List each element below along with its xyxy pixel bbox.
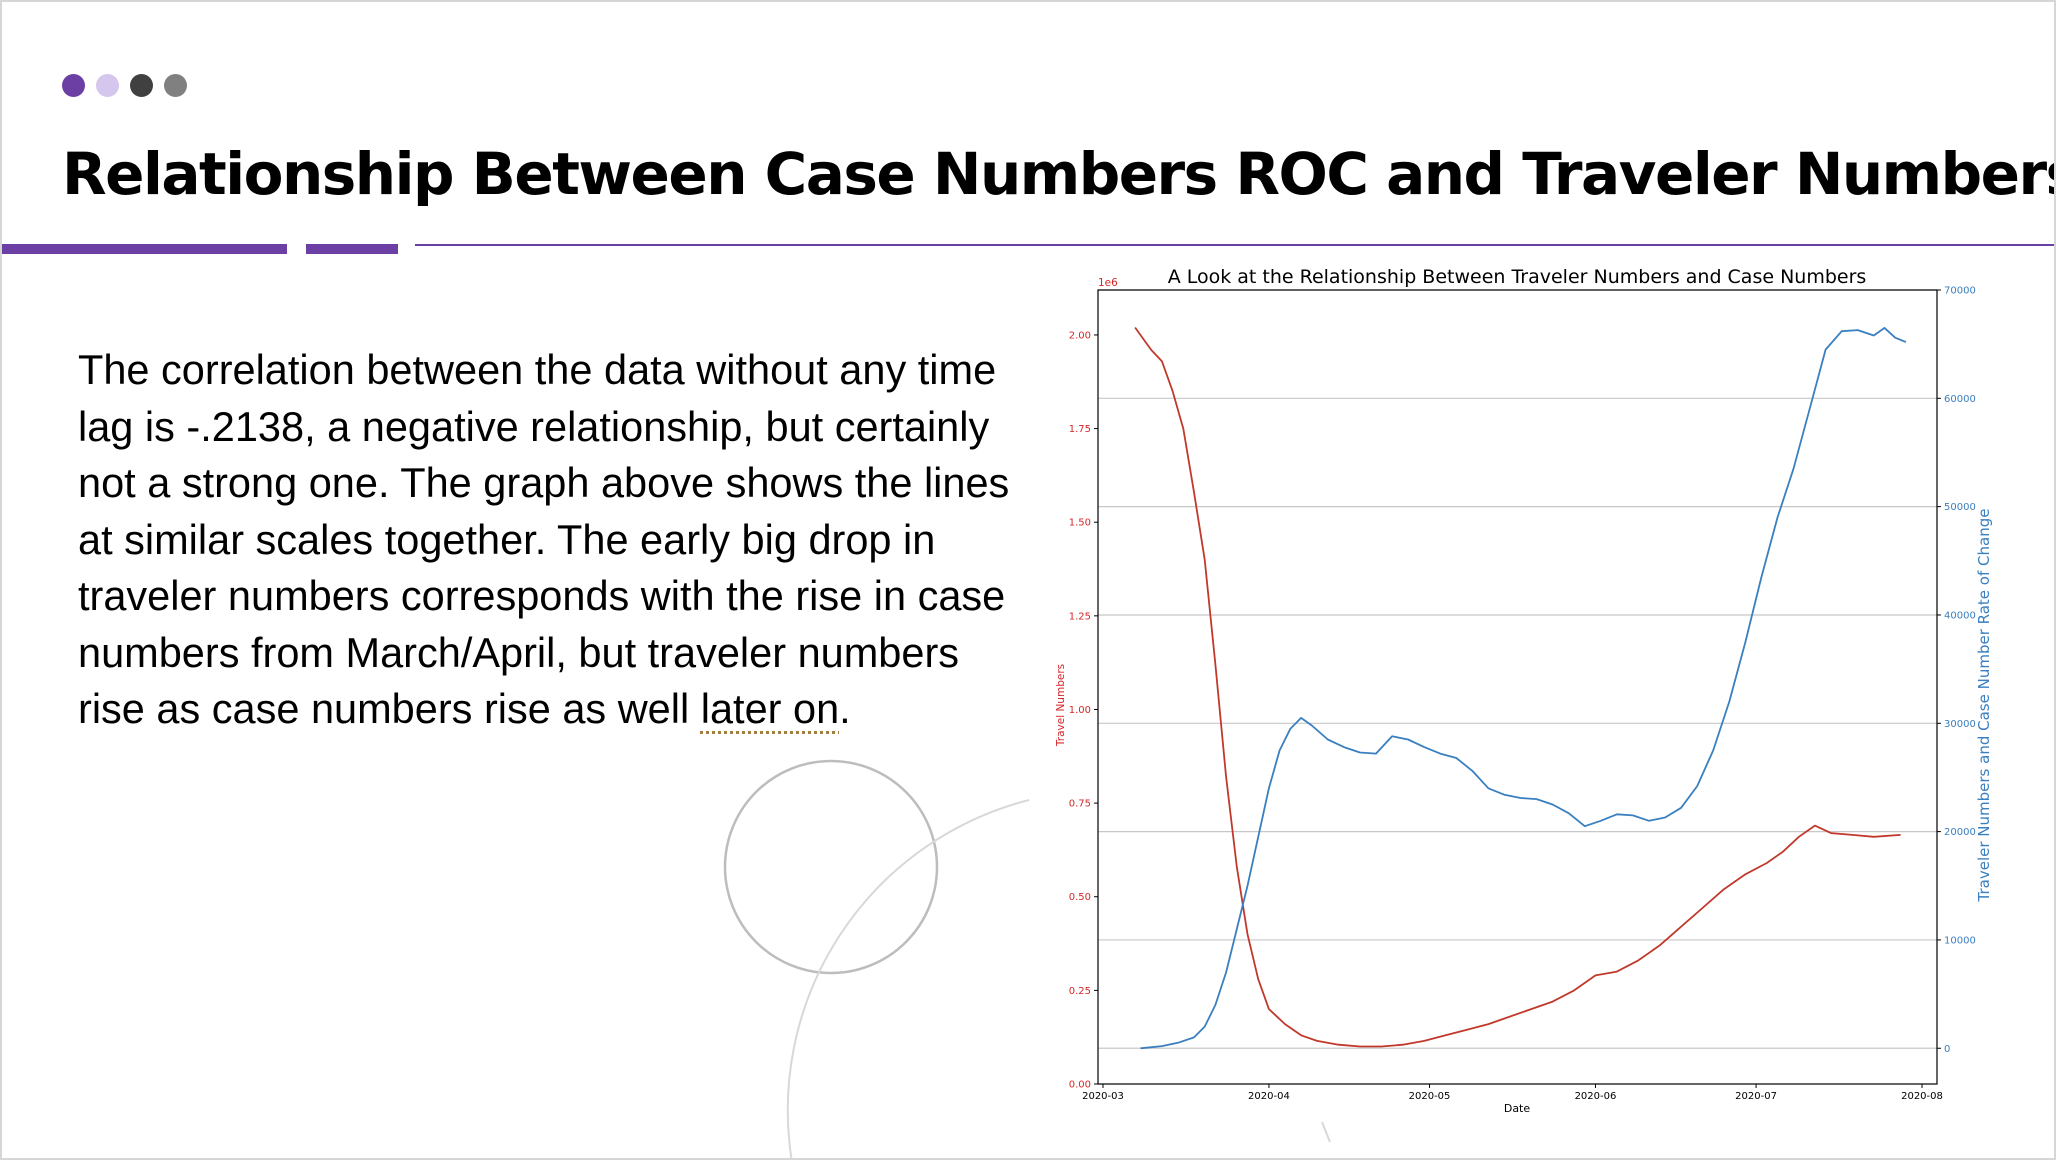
body-paragraph: The correlation between the data without… — [78, 342, 1018, 738]
decorative-dot — [164, 74, 187, 97]
decorative-dot — [96, 74, 119, 97]
x-tick-label: 2020-03 — [1082, 1091, 1124, 1102]
body-text-end: . — [839, 685, 851, 732]
title-underline-bar-short — [306, 244, 398, 254]
right-tick-label: 0 — [1944, 1044, 1950, 1055]
title-underline-line — [415, 244, 2054, 246]
left-tick-label: 1.00 — [1069, 705, 1091, 716]
left-tick-label: 0.00 — [1069, 1080, 1091, 1091]
x-axis-label: Date — [1504, 1102, 1531, 1115]
title-underline-bar-long — [2, 244, 287, 254]
right-tick-label: 60000 — [1944, 394, 1976, 405]
right-tick-label: 40000 — [1944, 610, 1976, 621]
decorative-dot — [62, 74, 85, 97]
series-line-case-rate-of-change — [1140, 327, 1907, 1050]
x-tick-label: 2020-04 — [1248, 1091, 1290, 1102]
right-tick-label: 30000 — [1944, 719, 1976, 730]
slide-title: Relationship Between Case Numbers ROC an… — [62, 140, 2056, 208]
decorative-dots — [62, 74, 187, 97]
x-tick-label: 2020-05 — [1409, 1091, 1451, 1102]
left-axis-ticks: 0.00 0.25 0.50 0.75 1.00 1.25 1.50 1.75 2.00 — [1069, 330, 1098, 1091]
left-tick-label: 1.50 — [1069, 518, 1091, 529]
series-line-travel-numbers — [1134, 326, 1901, 1048]
left-tick-label: 0.25 — [1069, 986, 1091, 997]
right-tick-label: 70000 — [1944, 286, 1976, 297]
left-tick-label: 0.50 — [1069, 892, 1091, 903]
left-axis-multiplier: 1e6 — [1098, 277, 1118, 289]
left-tick-label: 0.75 — [1069, 799, 1091, 810]
x-tick-label: 2020-08 — [1901, 1091, 1943, 1102]
right-tick-label: 50000 — [1944, 502, 1976, 513]
spellcheck-flagged-text[interactable]: later on — [700, 685, 840, 732]
left-tick-label: 2.00 — [1069, 330, 1091, 341]
chart-title: A Look at the Relationship Between Trave… — [1168, 266, 1867, 288]
left-tick-label: 1.75 — [1069, 424, 1091, 435]
plot-frame — [1097, 289, 1938, 1085]
right-axis-label: Traveler Numbers and Case Number Rate of… — [1975, 509, 1993, 903]
left-axis-label: Travel Numbers — [1055, 664, 1067, 747]
right-axis-ticks: 0 10000 20000 30000 40000 50000 60000 70000 — [1937, 286, 1976, 1055]
x-tick-label: 2020-07 — [1735, 1091, 1777, 1102]
decorative-dot — [130, 74, 153, 97]
right-tick-label: 20000 — [1944, 827, 1976, 838]
body-text-main: The correlation between the data without… — [78, 346, 1010, 732]
left-tick-label: 1.25 — [1069, 611, 1091, 622]
x-tick-label: 2020-06 — [1575, 1091, 1617, 1102]
right-tick-label: 10000 — [1944, 935, 1976, 946]
x-axis-ticks: 2020-03 2020-04 2020-05 2020-06 2020-07 2020-… — [1082, 1084, 1943, 1102]
